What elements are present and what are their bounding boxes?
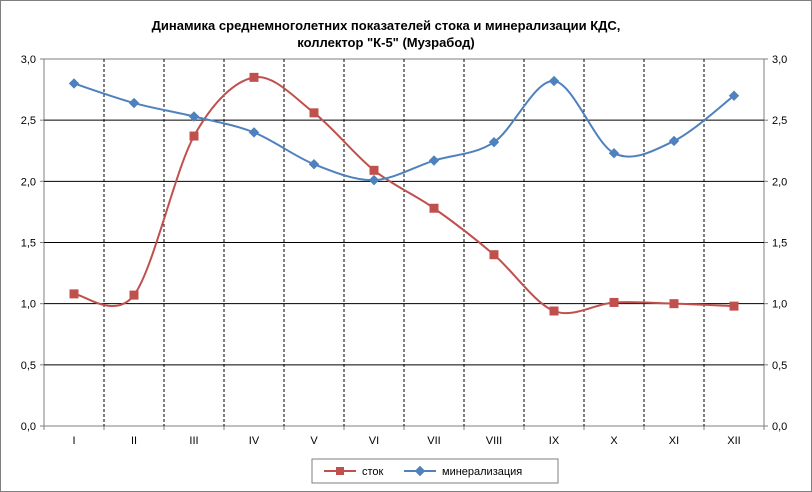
x-axis-ticks: I II III IV V VI VII VIII IX X XI XII	[43, 426, 765, 447]
data-point-mineralization	[128, 97, 140, 109]
data-point-mineralization	[308, 158, 320, 170]
legend-marker-mineralization	[414, 465, 426, 477]
x-tick-label: IV	[249, 435, 260, 447]
data-point-mineralization	[728, 90, 740, 101]
data-point-stok	[609, 297, 619, 307]
y-tick-label-right: 1,5	[772, 238, 787, 250]
data-point-stok	[729, 301, 739, 311]
x-tick-label: VII	[427, 435, 440, 447]
y-tick-label-right: 0,5	[772, 360, 787, 372]
y-tick-label-left: 1,0	[21, 299, 36, 311]
data-point-mineralization	[248, 127, 260, 138]
data-point-stok	[69, 289, 79, 299]
legend-marker-stok	[336, 467, 344, 475]
data-point-stok	[309, 108, 319, 118]
data-point-stok	[369, 165, 379, 175]
data-point-mineralization	[428, 155, 440, 166]
x-tick-label: IX	[549, 435, 560, 447]
data-point-mineralization	[368, 174, 380, 186]
y-tick-label-left: 2,0	[21, 176, 36, 188]
x-tick-label: XI	[669, 435, 679, 447]
data-point-stok	[489, 250, 499, 260]
data-point-mineralization	[548, 75, 560, 87]
y-tick-label-right: 3,0	[772, 54, 787, 66]
legend-label-stok: сток	[362, 466, 384, 478]
data-point-mineralization	[68, 78, 80, 89]
legend-label-mineralization: минерализация	[442, 466, 522, 478]
data-point-stok	[429, 203, 439, 213]
chart-title-line-2: коллектор "К-5" (Музрабод)	[297, 35, 474, 50]
data-point-stok	[249, 72, 259, 82]
data-point-stok	[669, 299, 679, 309]
x-tick-label: III	[189, 435, 198, 447]
x-tick-label: VIII	[486, 435, 503, 447]
data-point-stok	[129, 290, 139, 300]
x-tick-label: X	[610, 435, 618, 447]
x-tick-label: II	[131, 435, 137, 447]
y-tick-label-right: 2,5	[772, 115, 787, 127]
y-tick-label-left: 0,0	[21, 421, 36, 433]
x-tick-label: XII	[727, 435, 740, 447]
x-tick-label: V	[310, 435, 318, 447]
right-axis-ticks: 0,0 0,5 1,0 1,5 2,0 2,5 3,0	[764, 54, 787, 433]
y-tick-label-left: 0,5	[21, 360, 36, 372]
data-point-mineralization	[188, 111, 200, 122]
legend: сток минерализация	[311, 458, 559, 484]
y-tick-label-right: 2,0	[772, 176, 787, 188]
data-point-mineralization	[608, 147, 620, 159]
y-tick-label-right: 1,0	[772, 299, 787, 311]
y-tick-label-left: 2,5	[21, 115, 36, 127]
data-point-stok	[189, 131, 199, 141]
y-tick-label-right: 0,0	[772, 421, 787, 433]
series-layer	[68, 72, 740, 316]
data-point-mineralization	[488, 136, 500, 148]
left-axis-ticks: 0,0 0,5 1,0 1,5 2,0 2,5 3,0	[21, 54, 44, 433]
x-tick-label: I	[72, 435, 75, 447]
data-point-stok	[549, 306, 559, 316]
x-tick-label: VI	[369, 435, 379, 447]
y-tick-label-left: 3,0	[21, 54, 36, 66]
y-tick-label-left: 1,5	[21, 238, 36, 250]
chart-title-line-1: Динамика среднемноголетних показателей с…	[152, 18, 621, 33]
data-point-mineralization	[668, 135, 680, 147]
